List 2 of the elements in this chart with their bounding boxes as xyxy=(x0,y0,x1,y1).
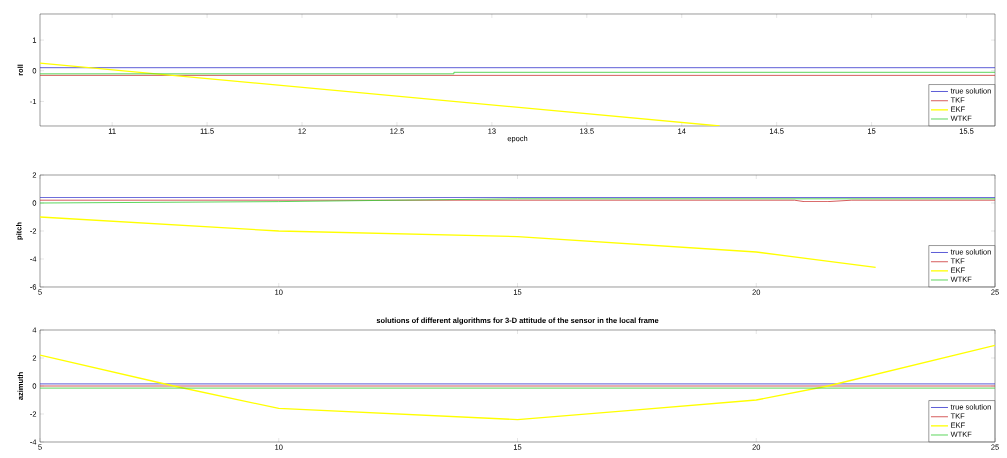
line-series xyxy=(40,216,877,269)
line-series xyxy=(40,344,996,421)
